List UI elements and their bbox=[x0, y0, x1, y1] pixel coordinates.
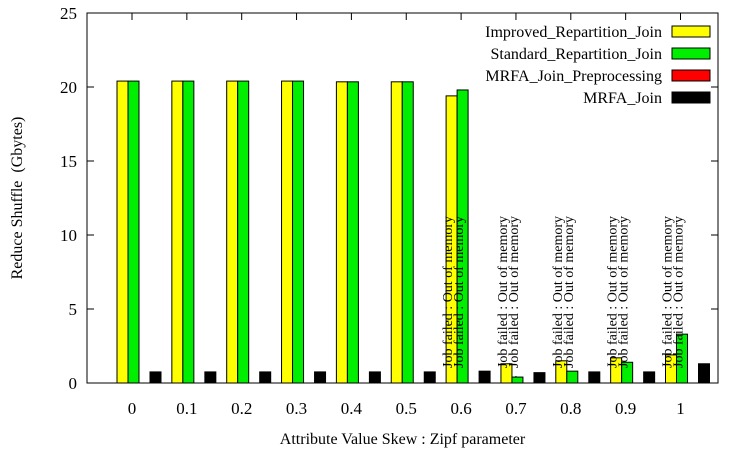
legend-label: Standard_Repartition_Join bbox=[490, 46, 662, 63]
failure-annotation: Job failed : Out of memory bbox=[496, 216, 511, 368]
y-tick-label: 25 bbox=[60, 4, 77, 23]
y-tick-label: 15 bbox=[60, 152, 77, 171]
bar bbox=[335, 81, 348, 384]
failure-annotation: Job failed : Out of memory bbox=[661, 216, 676, 368]
y-tick-label: 0 bbox=[69, 374, 78, 393]
x-tick-label: 1 bbox=[676, 399, 685, 418]
bar bbox=[314, 371, 327, 384]
legend-swatch bbox=[671, 47, 711, 60]
y-tick-label: 5 bbox=[69, 300, 78, 319]
x-tick-label: 0.3 bbox=[286, 399, 307, 418]
bar bbox=[456, 89, 469, 384]
bar bbox=[511, 376, 524, 384]
x-tick-label: 0.5 bbox=[396, 399, 417, 418]
bar bbox=[390, 81, 403, 384]
x-tick-label: 0.6 bbox=[450, 399, 471, 418]
bar bbox=[127, 80, 140, 384]
y-tick-label: 20 bbox=[60, 78, 77, 97]
legend-label: Improved_Repartition_Join bbox=[485, 24, 662, 41]
failure-annotation: Job failed : Out of memory bbox=[672, 216, 687, 368]
x-tick-label: 0 bbox=[128, 399, 137, 418]
bar bbox=[292, 80, 305, 384]
bar bbox=[237, 80, 250, 384]
failure-annotation: Job failed : Out of memory bbox=[562, 216, 577, 368]
x-tick-label: 0.7 bbox=[505, 399, 527, 418]
x-tick-label: 0.9 bbox=[615, 399, 636, 418]
bar bbox=[368, 371, 381, 384]
bar bbox=[401, 81, 414, 384]
bar bbox=[698, 363, 710, 384]
bar bbox=[281, 80, 294, 384]
bar bbox=[149, 371, 162, 384]
failure-annotation: Job failed : Out of memory bbox=[551, 216, 566, 368]
failure-annotation: Job failed : Out of memory bbox=[452, 216, 467, 368]
bar bbox=[533, 372, 546, 384]
legend-swatch bbox=[671, 69, 711, 82]
bar bbox=[259, 371, 272, 384]
failure-annotation: Job failed : Out of memory bbox=[617, 216, 632, 368]
bar bbox=[171, 80, 184, 384]
legend-label: MRFA_Join_Preprocessing bbox=[485, 68, 662, 85]
y-tick-label: 10 bbox=[60, 226, 77, 245]
bar bbox=[478, 370, 491, 384]
bar bbox=[204, 371, 217, 384]
bar bbox=[643, 371, 656, 384]
x-axis-title: Attribute Value Skew : Zipf parameter bbox=[280, 431, 526, 448]
bar bbox=[226, 80, 239, 384]
bar bbox=[423, 371, 436, 384]
bar bbox=[676, 333, 688, 384]
y-axis-title: Reduce Shuffle (Gbytes) bbox=[9, 117, 26, 280]
x-tick-label: 0.8 bbox=[560, 399, 581, 418]
x-tick-label: 0.1 bbox=[176, 399, 197, 418]
bar bbox=[116, 80, 129, 384]
failure-annotation: Job failed : Out of memory bbox=[507, 216, 522, 368]
failure-annotation: Job failed : Out of memory bbox=[441, 216, 456, 368]
legend-label: MRFA_Join bbox=[583, 90, 662, 107]
bar bbox=[566, 370, 579, 384]
legend-swatch bbox=[671, 25, 711, 38]
bar bbox=[500, 363, 513, 384]
x-tick-label: 0.2 bbox=[231, 399, 252, 418]
bar bbox=[346, 81, 359, 384]
x-tick-label: 0.4 bbox=[341, 399, 363, 418]
failure-annotation: Job failed : Out of memory bbox=[606, 216, 621, 368]
bar bbox=[588, 371, 601, 384]
bar bbox=[621, 361, 634, 384]
bar bbox=[182, 80, 195, 384]
legend-swatch bbox=[671, 91, 711, 104]
